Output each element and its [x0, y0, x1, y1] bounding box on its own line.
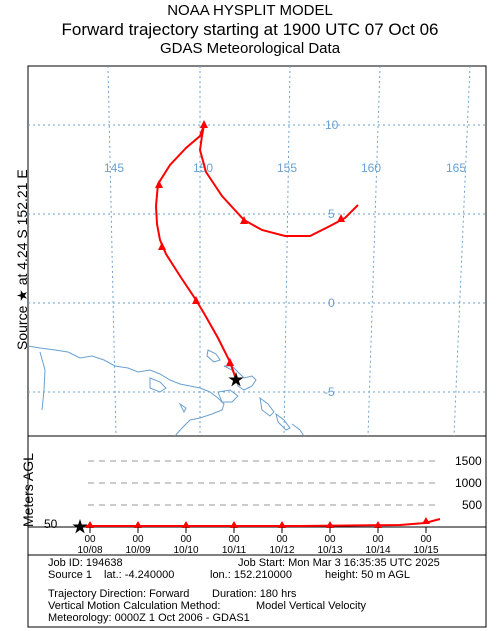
new-britain-coast: [217, 389, 239, 403]
level-label-1000: 1000: [455, 476, 482, 490]
time-tick-hour: 00: [84, 534, 96, 545]
height-marker-2: [134, 521, 142, 528]
height-marker-6: [326, 521, 334, 528]
time-tick-date: 10/14: [365, 545, 390, 556]
level-label-500: 500: [462, 498, 482, 512]
grid-labels: 145 150 155 160 165 10 5 0 -5: [104, 118, 466, 399]
lon-label-160: 160: [361, 161, 381, 175]
source-lon: lon.: 152.210000: [210, 569, 292, 581]
island-manus: [206, 349, 221, 363]
trajectory-marker-5: [200, 120, 208, 128]
time-tick-date: 10/12: [269, 545, 294, 556]
height-marker-1: [86, 521, 94, 528]
source-star-icon: [228, 372, 244, 387]
lon-line-155: [283, 66, 291, 436]
trajectory-marker-2: [192, 296, 200, 304]
coast-west: [39, 351, 46, 411]
source-height: height: 50 m AGL: [325, 569, 410, 581]
title-line-1: NOAA HYSPLIT MODEL: [167, 2, 333, 19]
time-tick-hour: 00: [228, 534, 240, 545]
time-tick-date: 10/15: [413, 545, 438, 556]
lat-label-10: 10: [325, 118, 339, 132]
job-start: Job Start: Mon Mar 3 16:35:35 UTC 2025: [238, 557, 440, 569]
height-marker-7: [374, 521, 382, 528]
source-number: Source 1: [48, 569, 93, 581]
trajectory-duration: Duration: 180 hrs: [212, 588, 297, 600]
height-trajectory-path: [80, 518, 441, 527]
lon-line-145: [107, 66, 117, 436]
new-guinea-coast: [28, 345, 225, 436]
height-level-lines: [88, 460, 440, 506]
solomon-coast-1: [275, 412, 291, 431]
height-marker-8: [422, 517, 430, 524]
time-tick-date: 10/10: [173, 545, 198, 556]
time-tick-date: 10/13: [317, 545, 342, 556]
info-frame: [27, 554, 487, 628]
height-level-labels: 1500 1000 500 50: [44, 454, 482, 531]
trajectory-markers: [155, 120, 345, 366]
lon-label-165: 165: [446, 161, 466, 175]
vertical-motion-method: Vertical Motion Calculation Method:: [48, 600, 221, 612]
map-frame: [27, 65, 487, 437]
solomon-coast-2: [291, 423, 305, 436]
trajectory-path: [154, 124, 359, 380]
island-coast: [149, 377, 167, 393]
time-tick-hour: 00: [420, 534, 432, 545]
time-tick-hour: 00: [276, 534, 288, 545]
time-tick-hour: 00: [180, 534, 192, 545]
lon-label-155: 155: [277, 161, 297, 175]
height-marker-3: [182, 521, 190, 528]
map-graticule: [28, 66, 486, 436]
lat-label-minus5: -5: [324, 385, 335, 399]
time-tick-hour: 00: [132, 534, 144, 545]
height-marker-5: [278, 521, 286, 528]
time-tick-date: 10/11: [222, 545, 247, 556]
lat-label-0: 0: [328, 296, 335, 310]
height-panel-frame: [27, 435, 487, 556]
job-id: Job ID: 194638: [48, 557, 123, 569]
trajectory-marker-1: [226, 358, 234, 366]
height-marker-4: [230, 521, 238, 528]
lon-line-160: [367, 66, 381, 436]
level-label-1500: 1500: [455, 454, 482, 468]
height-markers: [86, 517, 430, 528]
title-line-2: Forward trajectory starting at 1900 UTC …: [61, 20, 439, 39]
lon-label-150: 150: [193, 161, 213, 175]
time-tick-hour: 00: [324, 534, 336, 545]
lon-line-165: [453, 66, 471, 436]
lon-label-145: 145: [104, 161, 124, 175]
trajectory-marker-6: [240, 216, 248, 224]
meteorology: Meteorology: 0000Z 1 Oct 2006 - GDAS1: [48, 612, 250, 624]
time-axis: 00 10/08 00 10/09 00 10/10 00 10/11 00 1…: [77, 527, 439, 556]
time-tick-date: 10/09: [125, 545, 150, 556]
bougainville-coast: [259, 396, 275, 417]
title-line-3: GDAS Meteorological Data: [159, 40, 341, 57]
lat-label-5: 5: [328, 207, 335, 221]
time-tick-hour: 00: [372, 534, 384, 545]
trajectory-direction: Trajectory Direction: Forward: [48, 588, 190, 600]
source-height-label: 50: [44, 517, 58, 531]
time-tick-date: 10/08: [77, 545, 102, 556]
island-small-1: [178, 402, 187, 414]
trajectory-marker-7: [337, 214, 345, 222]
trajectory-marker-3: [158, 242, 166, 250]
trajectory-marker-4: [155, 180, 163, 188]
coastlines: [28, 345, 305, 436]
vertical-motion-value: Model Vertical Velocity: [256, 600, 367, 612]
height-source-star-icon: [72, 519, 88, 534]
source-lat: lat.: -4.240000: [104, 569, 175, 581]
